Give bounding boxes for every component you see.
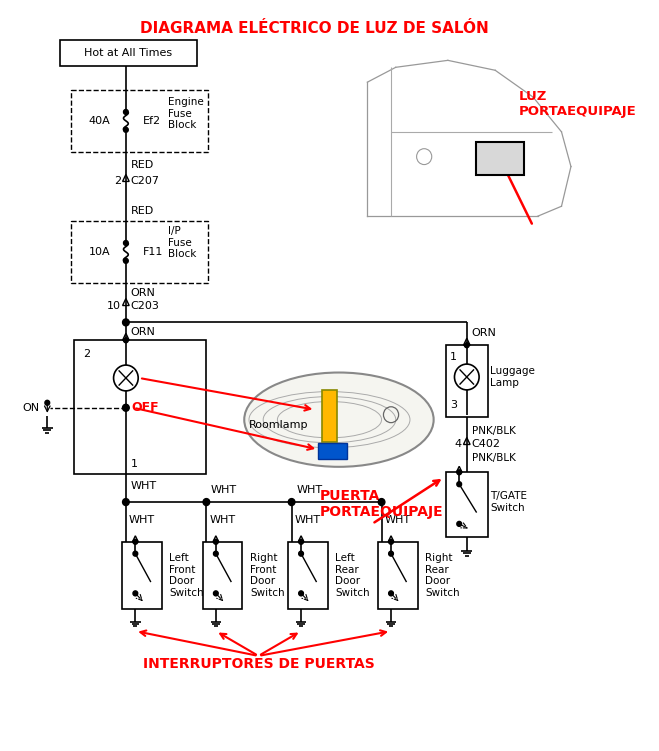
Text: PNK/BLK: PNK/BLK [472, 426, 515, 436]
Text: Right
Front
Door
Switch: Right Front Door Switch [250, 553, 285, 598]
Bar [446, 472, 488, 537]
Text: C203: C203 [130, 300, 159, 310]
Text: DIAGRAMA ELÉCTRICO DE LUZ DE SALÓN: DIAGRAMA ELÉCTRICO DE LUZ DE SALÓN [140, 20, 489, 35]
Text: T/GATE
Switch: T/GATE Switch [490, 491, 527, 513]
Text: 1: 1 [449, 352, 457, 362]
Circle shape [457, 521, 461, 526]
Text: Left
Front
Door
Switch: Left Front Door Switch [169, 553, 204, 598]
Text: WHT: WHT [295, 515, 320, 525]
Text: Left
Rear
Door
Switch: Left Rear Door Switch [335, 553, 370, 598]
Bar [202, 541, 243, 609]
Text: WHT: WHT [384, 515, 411, 525]
Text: PNK/BLK: PNK/BLK [472, 454, 515, 463]
Circle shape [45, 400, 49, 406]
Text: 10: 10 [107, 300, 121, 310]
Bar [59, 41, 197, 66]
Text: 4: 4 [455, 439, 462, 450]
Ellipse shape [244, 372, 434, 467]
Circle shape [389, 539, 393, 544]
Text: WHT: WHT [209, 515, 235, 525]
Circle shape [123, 240, 129, 246]
Circle shape [214, 539, 218, 544]
Text: RED: RED [130, 159, 154, 170]
Text: WHT: WHT [130, 481, 157, 491]
Circle shape [299, 539, 303, 544]
Circle shape [123, 404, 129, 412]
Text: C402: C402 [472, 439, 501, 450]
Text: ORN: ORN [472, 328, 496, 338]
Text: Ef2: Ef2 [143, 116, 161, 126]
Bar [378, 541, 418, 609]
Circle shape [457, 470, 461, 475]
Text: Right
Rear
Door
Switch: Right Rear Door Switch [425, 553, 460, 598]
Text: C207: C207 [130, 176, 159, 186]
Circle shape [133, 551, 138, 556]
Text: OFF: OFF [132, 401, 159, 415]
Circle shape [389, 551, 393, 556]
Bar [446, 345, 488, 417]
Text: 40A: 40A [88, 116, 110, 126]
Text: I/P
Fuse
Block: I/P Fuse Block [169, 226, 197, 259]
Circle shape [123, 405, 129, 411]
Circle shape [457, 481, 461, 487]
Text: RED: RED [130, 207, 154, 216]
Text: ON: ON [22, 403, 40, 413]
Circle shape [123, 258, 129, 264]
Bar [288, 541, 328, 609]
Text: Luggage
Lamp: Luggage Lamp [490, 366, 535, 388]
Circle shape [133, 539, 138, 544]
Text: F11: F11 [143, 247, 163, 257]
Bar [71, 90, 208, 152]
Text: PUERTA
PORTAEQUIPAJE: PUERTA PORTAEQUIPAJE [320, 489, 444, 520]
Text: 2: 2 [83, 349, 90, 359]
Circle shape [123, 319, 129, 326]
Circle shape [123, 128, 129, 132]
Circle shape [203, 499, 210, 505]
Circle shape [378, 499, 385, 505]
Circle shape [288, 499, 295, 505]
Text: 10A: 10A [88, 247, 110, 257]
Circle shape [123, 499, 129, 505]
Text: 1: 1 [130, 460, 138, 469]
Circle shape [389, 591, 393, 596]
Bar [318, 444, 347, 460]
Circle shape [299, 591, 303, 596]
Bar [74, 340, 206, 475]
Text: 3: 3 [449, 400, 457, 410]
Text: LUZ
PORTAEQUIPAJE: LUZ PORTAEQUIPAJE [519, 90, 637, 118]
Bar [476, 142, 524, 176]
Text: Engine
Fuse
Block: Engine Fuse Block [169, 97, 204, 130]
Text: Hot at All Times: Hot at All Times [84, 48, 172, 59]
Bar [322, 390, 337, 442]
Text: ORN: ORN [130, 327, 156, 337]
Circle shape [214, 551, 218, 556]
Text: Roomlamp: Roomlamp [249, 420, 308, 430]
Circle shape [299, 551, 303, 556]
Bar [122, 541, 162, 609]
Circle shape [123, 110, 129, 114]
Circle shape [465, 342, 469, 348]
Text: WHT: WHT [211, 485, 237, 495]
Text: WHT: WHT [297, 485, 322, 495]
Bar [71, 221, 208, 282]
Circle shape [133, 591, 138, 596]
Text: INTERRUPTORES DE PUERTAS: INTERRUPTORES DE PUERTAS [142, 657, 374, 671]
Text: ORN: ORN [130, 288, 156, 297]
Circle shape [123, 338, 129, 342]
Circle shape [214, 591, 218, 596]
Text: 2: 2 [114, 176, 121, 186]
Text: WHT: WHT [129, 515, 155, 525]
